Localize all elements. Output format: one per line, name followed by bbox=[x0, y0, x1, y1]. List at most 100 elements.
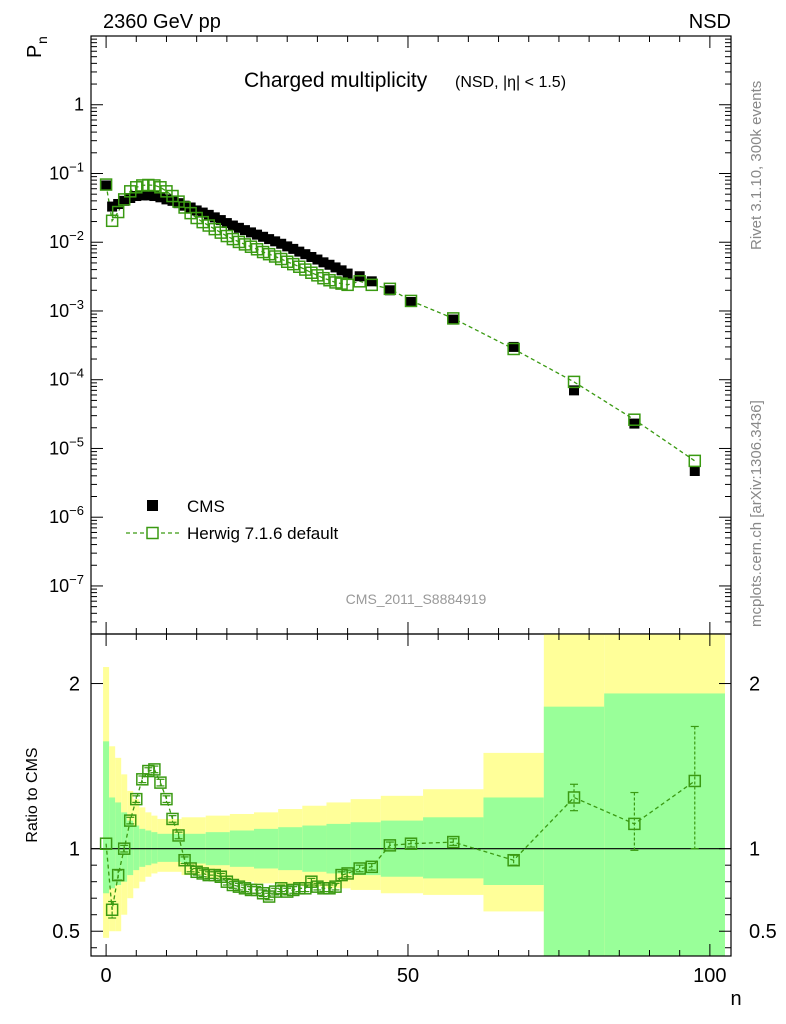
ratio-band-inner bbox=[604, 693, 725, 956]
main-y-tick-label: 10−3 bbox=[49, 297, 84, 321]
ratio-y-tick-label-right: 1 bbox=[749, 839, 760, 861]
ratio-y-tick-label-right: 0.5 bbox=[749, 921, 777, 943]
plot-title-sub: (NSD, |η| < 1.5) bbox=[455, 74, 566, 91]
plot-title: Charged multiplicity bbox=[244, 69, 428, 92]
ratio-band-inner bbox=[151, 832, 158, 864]
x-tick-labels: 0 50 100 bbox=[101, 965, 727, 987]
ratio-data-point bbox=[154, 776, 167, 789]
x-axis-title: n bbox=[730, 988, 741, 1010]
mc-data-point bbox=[341, 278, 354, 292]
cms-data-point bbox=[227, 220, 238, 231]
cms-data-point bbox=[258, 231, 269, 242]
ratio-data-point bbox=[567, 791, 581, 804]
ratio-data-point bbox=[160, 792, 173, 806]
cms-data-point bbox=[149, 191, 160, 202]
main-y-tick-label: 10−6 bbox=[49, 503, 84, 527]
ratio-y-tick-label-left: 2 bbox=[69, 674, 80, 696]
y-axis-title-sub: n bbox=[34, 36, 50, 44]
cms-data-point bbox=[318, 257, 329, 268]
ratio-data-point bbox=[383, 839, 397, 852]
analysis-id: CMS_2011_S8884919 bbox=[346, 591, 487, 607]
ratio-frame bbox=[90, 633, 732, 957]
x-tick-label: 0 bbox=[101, 965, 112, 987]
cms-data-point bbox=[270, 236, 281, 247]
ratio-data-point bbox=[123, 814, 137, 827]
cms-data-point bbox=[252, 229, 263, 240]
ratio-band-inner bbox=[103, 741, 110, 894]
main-panel: 10−7 10−6 10−5 10−4 10−3 10−2 10−1 1 bbox=[49, 35, 732, 635]
ratio-data-point bbox=[166, 812, 179, 826]
cms-data-point bbox=[239, 225, 250, 236]
main-y-tick-label: 10−5 bbox=[49, 434, 84, 458]
cms-data-point bbox=[143, 190, 154, 201]
cms-data-point bbox=[119, 195, 130, 206]
ratio-data-point bbox=[688, 774, 702, 788]
mc-data-point bbox=[567, 375, 581, 389]
ratio-band-inner bbox=[133, 825, 140, 871]
rivet-label: Rivet 3.1.10, 300k events bbox=[748, 81, 765, 250]
ratio-data-point bbox=[365, 860, 379, 874]
ratio-panel bbox=[90, 633, 732, 957]
mc-data-point bbox=[353, 275, 366, 288]
ratio-y-tick-labels: 0.5 0.5 1 1 2 2 bbox=[52, 674, 777, 944]
ratio-data-point bbox=[172, 829, 185, 842]
cms-data-point bbox=[366, 276, 377, 287]
main-y-tick-label: 10−2 bbox=[49, 228, 84, 252]
main-y-tick-labels: 10−7 10−6 10−5 10−4 10−3 10−2 10−1 1 bbox=[49, 95, 84, 596]
cms-data-point bbox=[233, 222, 244, 233]
ratio-data-point bbox=[105, 903, 119, 917]
cms-data-point bbox=[508, 341, 519, 352]
main-y-tick-label: 10−1 bbox=[49, 159, 84, 183]
ratio-data-point bbox=[117, 842, 131, 855]
ratio-data-point bbox=[99, 837, 113, 850]
cms-data-point bbox=[137, 190, 148, 201]
ratio-uncertainty-bands bbox=[103, 634, 725, 956]
ratio-curve-line bbox=[105, 768, 696, 910]
cms-data-point bbox=[264, 234, 275, 245]
y-axis-title: P bbox=[24, 45, 46, 58]
cms-data-point bbox=[629, 418, 640, 429]
mc-data-point bbox=[99, 178, 113, 191]
mc-data-point bbox=[507, 342, 520, 356]
ratio-band-inner bbox=[157, 833, 182, 862]
main-y-tick-label: 10−7 bbox=[49, 572, 84, 596]
ratio-data-point bbox=[341, 867, 354, 880]
ratio-y-tick-label-left: 0.5 bbox=[52, 921, 80, 943]
legend-cms-marker bbox=[147, 500, 158, 511]
mc-data-point bbox=[383, 282, 397, 296]
cms-data-point bbox=[288, 243, 299, 254]
ratio-data-point bbox=[130, 792, 143, 806]
energy-label: 2360 GeV pp bbox=[103, 11, 221, 33]
cms-data-point bbox=[448, 314, 459, 325]
legend-mc-marker bbox=[146, 526, 159, 540]
cms-data-point bbox=[276, 238, 287, 249]
cms-data-point bbox=[406, 297, 416, 308]
main-axis-ticks bbox=[91, 35, 731, 635]
main-y-tick-label: 10−4 bbox=[49, 366, 84, 390]
cms-data-point bbox=[689, 466, 700, 477]
ratio-y-axis-title: Ratio to CMS bbox=[24, 747, 41, 842]
cms-data-point bbox=[215, 215, 226, 226]
ratio-data-point bbox=[447, 835, 460, 849]
process-label: NSD bbox=[689, 11, 731, 33]
ratio-axis-ticks bbox=[91, 634, 731, 956]
x-tick-label: 50 bbox=[397, 965, 419, 987]
legend-mc-label: Herwig 7.1.6 default bbox=[187, 524, 338, 543]
cms-data-point bbox=[342, 268, 353, 279]
ratio-data-point bbox=[148, 763, 161, 776]
legend-cms-label: CMS bbox=[187, 497, 225, 516]
source-label: mcplots.cern.ch [arXiv:1306.3436] bbox=[748, 400, 765, 627]
mc-data-point bbox=[688, 454, 702, 468]
cms-data-point bbox=[330, 262, 341, 273]
cms-data-point bbox=[221, 218, 232, 229]
cms-data-point bbox=[209, 212, 220, 223]
legend: CMS Herwig 7.1.6 default bbox=[126, 497, 338, 543]
ratio-data-point bbox=[111, 868, 125, 882]
mc-curve-line bbox=[105, 184, 696, 462]
cms-data-point bbox=[569, 385, 580, 396]
ratio-data-point bbox=[353, 862, 366, 875]
ratio-band-inner bbox=[483, 797, 544, 885]
cms-data-point bbox=[282, 241, 293, 252]
cms-data-point bbox=[336, 265, 347, 276]
cms-data-point bbox=[101, 180, 112, 191]
